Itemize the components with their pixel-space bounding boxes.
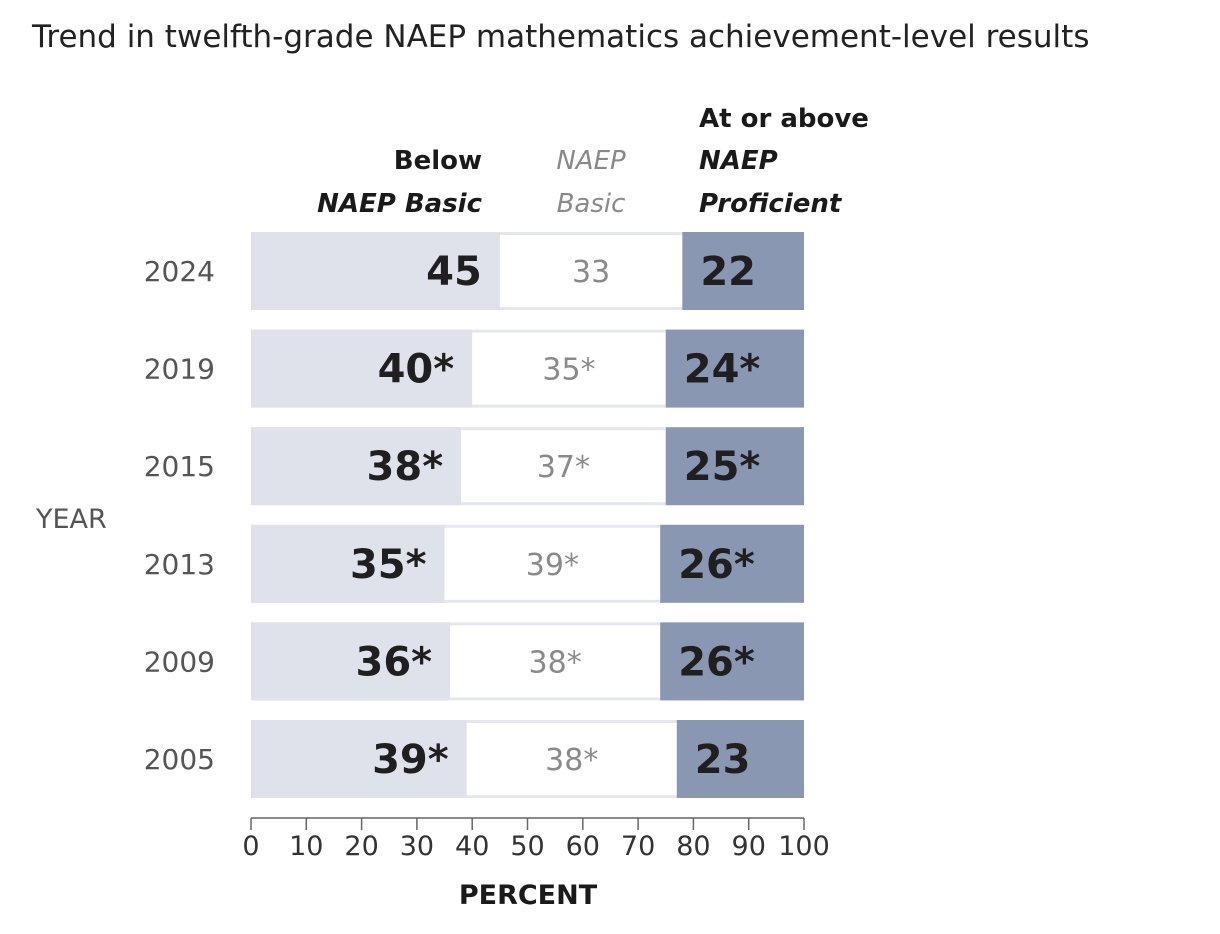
x-tick-label: 60	[566, 831, 600, 862]
value-label-below-basic: 36*	[355, 639, 432, 685]
bar-below-basic	[251, 232, 500, 310]
year-label: 2005	[144, 743, 215, 776]
x-tick-label: 50	[510, 831, 544, 862]
value-label-basic: 38*	[529, 645, 582, 680]
year-label: 2009	[144, 645, 215, 678]
value-label-proficient: 25*	[684, 444, 761, 490]
year-label: 2013	[144, 548, 215, 581]
bar-basic	[472, 332, 666, 405]
bar-row-2009: 2009 36* 38* 26*	[144, 622, 804, 701]
value-label-basic: 37*	[537, 450, 590, 485]
x-tick-label: 30	[400, 831, 434, 862]
value-label-proficient: 23	[695, 737, 751, 783]
year-label: 2024	[144, 255, 215, 288]
value-label-basic: 38*	[545, 743, 598, 778]
bar-below-basic	[251, 622, 451, 701]
bar-proficient	[665, 427, 804, 506]
bar-row-2015: 2015 38* 37* 25*	[144, 427, 804, 506]
chart-title: Trend in twelfth-grade NAEP mathematics …	[31, 19, 1089, 55]
header-below-basic-line1: Below	[394, 146, 482, 176]
header-basic-line2: Basic	[557, 189, 626, 219]
header-basic-line1: NAEP	[556, 146, 626, 176]
bar-proficient	[660, 622, 804, 701]
x-tick-label: 10	[289, 831, 323, 862]
value-label-basic: 39*	[526, 548, 579, 583]
bar-row-2019: 2019 40* 35* 24*	[144, 329, 804, 408]
header-proficient-line1: At or above	[699, 104, 869, 134]
value-label-below-basic: 38*	[367, 444, 444, 490]
value-label-below-basic: 39*	[372, 737, 449, 783]
bar-row-2024: 2024 45 33 22	[144, 232, 804, 310]
value-label-basic: 35*	[542, 353, 595, 388]
x-tick-label: 80	[676, 831, 710, 862]
x-tick-label: 0	[242, 831, 259, 862]
header-proficient-line3: Proficient	[699, 189, 843, 219]
x-axis-label: PERCENT	[459, 880, 598, 911]
value-label-proficient: 24*	[684, 347, 761, 393]
x-tick-label: 40	[455, 831, 489, 862]
value-label-below-basic: 40*	[378, 347, 455, 393]
x-axis: 0 10 20 30 40 50 60 70 80 90 100	[242, 817, 830, 862]
bar-row-2013: 2013 35* 39* 26*	[144, 524, 804, 603]
header-below-basic-line2: NAEP Basic	[317, 189, 483, 219]
bar-rows: 2024 45 33 22 2019 40* 35* 24* 2015 38* 37* 25* 2013…	[144, 232, 804, 798]
bar-basic	[450, 625, 661, 698]
value-label-proficient: 22	[700, 249, 756, 295]
y-axis-label: YEAR	[35, 504, 107, 535]
bar-below-basic	[251, 427, 462, 506]
bar-basic	[461, 430, 666, 503]
bar-basic	[499, 235, 683, 307]
header-proficient-line2: NAEP	[699, 146, 778, 176]
x-tick-label: 90	[732, 831, 766, 862]
x-tick-label: 100	[778, 831, 830, 862]
bar-proficient	[676, 720, 804, 798]
value-label-proficient: 26*	[678, 639, 755, 685]
bar-basic	[444, 527, 661, 600]
bar-below-basic	[251, 524, 445, 603]
bar-below-basic	[251, 329, 473, 408]
value-label-proficient: 26*	[678, 542, 755, 588]
bar-below-basic	[251, 720, 467, 798]
value-label-basic: 33	[572, 255, 610, 290]
value-label-below-basic: 45	[426, 249, 482, 295]
year-label: 2015	[144, 450, 215, 483]
x-tick-label: 20	[344, 831, 378, 862]
bar-proficient	[682, 232, 804, 310]
value-label-below-basic: 35*	[350, 542, 427, 588]
bar-proficient	[660, 524, 804, 603]
bar-basic	[466, 723, 677, 795]
bar-proficient	[665, 329, 804, 408]
year-label: 2019	[144, 353, 215, 386]
bar-row-2005: 2005 39* 38* 23	[144, 720, 804, 798]
x-tick-label: 70	[621, 831, 655, 862]
